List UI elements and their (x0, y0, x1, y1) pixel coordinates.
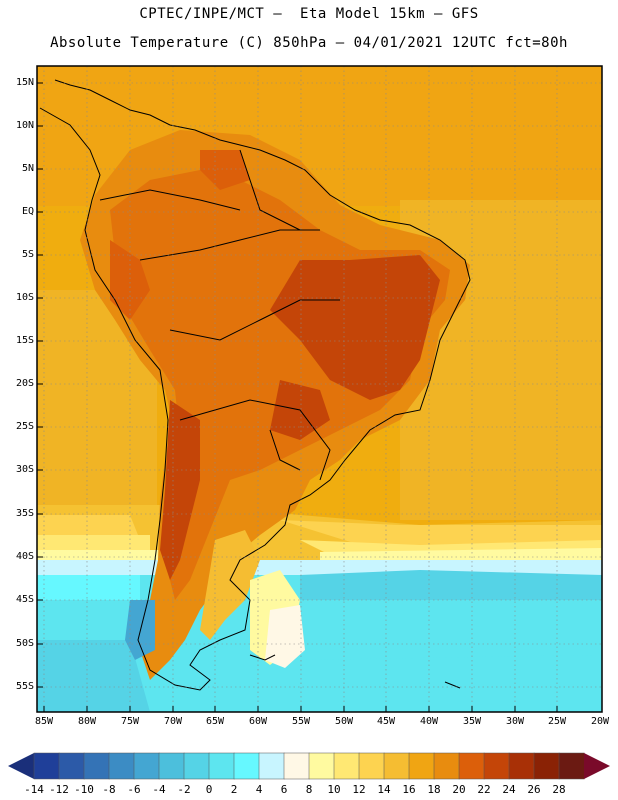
colorbar-tick-label: 20 (452, 783, 466, 796)
colorbar-tick-label: 22 (477, 783, 491, 796)
colorbar-tick-label: -10 (74, 783, 94, 796)
lon-label-40w: 40W (419, 716, 439, 727)
lat-label-10s: 10S (15, 292, 34, 303)
lon-label-75w: 75W (120, 716, 140, 727)
lat-label-55s: 55S (15, 681, 34, 692)
lat-label-40s: 40S (15, 551, 34, 562)
colorbar-cell (433, 752, 460, 780)
lon-label-70w: 70W (163, 716, 183, 727)
colorbar-cell (483, 752, 510, 780)
chart-title-line1: CPTEC/INPE/MCT – Eta Model 15km – GFS (139, 6, 479, 22)
colorbar-cell (33, 752, 60, 780)
lon-label-30w: 30W (505, 716, 525, 727)
colorbar-tick-label: 26 (527, 783, 541, 796)
lat-label-15n: 15N (15, 77, 34, 88)
lat-label-20s: 20S (15, 378, 34, 389)
colorbar-cell (258, 752, 285, 780)
colorbar-cell (458, 752, 485, 780)
lat-label-5s: 5S (21, 249, 34, 260)
colorbar-tick-label: -6 (127, 783, 141, 796)
temperature-field (37, 66, 602, 712)
lat-label-45s: 45S (15, 594, 34, 605)
colorbar-tick-label: 8 (305, 783, 313, 796)
colorbar-low-arrow (8, 753, 34, 779)
colorbar-tick-label: -12 (49, 783, 69, 796)
colorbar-cell (83, 752, 110, 780)
colorbar-cell (158, 752, 185, 780)
lon-label-85w: 85W (34, 716, 54, 727)
lon-label-35w: 35W (462, 716, 482, 727)
colorbar-high-arrow (584, 753, 610, 779)
colorbar-cell (333, 752, 360, 780)
lon-label-45w: 45W (376, 716, 396, 727)
colorbar-tick-label: 4 (255, 783, 263, 796)
colorbar-cell (208, 752, 235, 780)
colorbar-tick-label: 0 (205, 783, 213, 796)
colorbar-tick-label: -4 (152, 783, 166, 796)
coastlines (39, 79, 471, 691)
lat-label-10n: 10N (15, 120, 34, 131)
colorbar-tick-label: 24 (502, 783, 516, 796)
lat-label-50s: 50S (15, 638, 34, 649)
colorbar-cell (183, 752, 210, 780)
colorbar-tick-label: 28 (552, 783, 566, 796)
lon-label-65w: 65W (205, 716, 225, 727)
lon-label-25w: 25W (547, 716, 567, 727)
colorbar-cell (508, 752, 535, 780)
colorbar-cell (408, 752, 435, 780)
colorbar-cell (558, 752, 585, 780)
lat-label-25s: 25S (15, 421, 34, 432)
colorbar-cell (533, 752, 560, 780)
colorbar-tick-label: 16 (402, 783, 416, 796)
colorbar-cell (133, 752, 160, 780)
map-frame (36, 65, 603, 713)
colorbar-tick-label: 2 (230, 783, 238, 796)
colorbar-cell (283, 752, 310, 780)
colorbar-tick-label: -8 (102, 783, 116, 796)
colorbar-tick-label: 10 (327, 783, 341, 796)
lon-label-55w: 55W (291, 716, 311, 727)
lon-label-20w: 20W (590, 716, 610, 727)
lon-label-80w: 80W (77, 716, 97, 727)
colorbar-cell (358, 752, 385, 780)
colorbar-cell (308, 752, 335, 780)
colorbar-cell (383, 752, 410, 780)
colorbar (8, 752, 610, 780)
lat-label-35s: 35S (15, 508, 34, 519)
colorbar-tick-label: 6 (280, 783, 288, 796)
lat-label-eq: EQ (21, 206, 34, 217)
axis-ticks (37, 82, 558, 712)
colorbar-tick-label: -14 (24, 783, 44, 796)
colorbar-tick-label: -2 (177, 783, 191, 796)
colorbar-cell (58, 752, 85, 780)
colorbar-cell (108, 752, 135, 780)
lat-label-5n: 5N (21, 163, 34, 174)
colorbar-tick-label: 12 (352, 783, 366, 796)
colorbar-tick-label: 14 (377, 783, 391, 796)
lat-label-15s: 15S (15, 335, 34, 346)
colorbar-tick-label: 18 (427, 783, 441, 796)
colorbar-cell (233, 752, 260, 780)
chart-title-line2: Absolute Temperature (C) 850hPa – 04/01/… (50, 35, 568, 51)
lon-label-60w: 60W (248, 716, 268, 727)
lon-label-50w: 50W (334, 716, 354, 727)
lat-label-30s: 30S (15, 464, 34, 475)
